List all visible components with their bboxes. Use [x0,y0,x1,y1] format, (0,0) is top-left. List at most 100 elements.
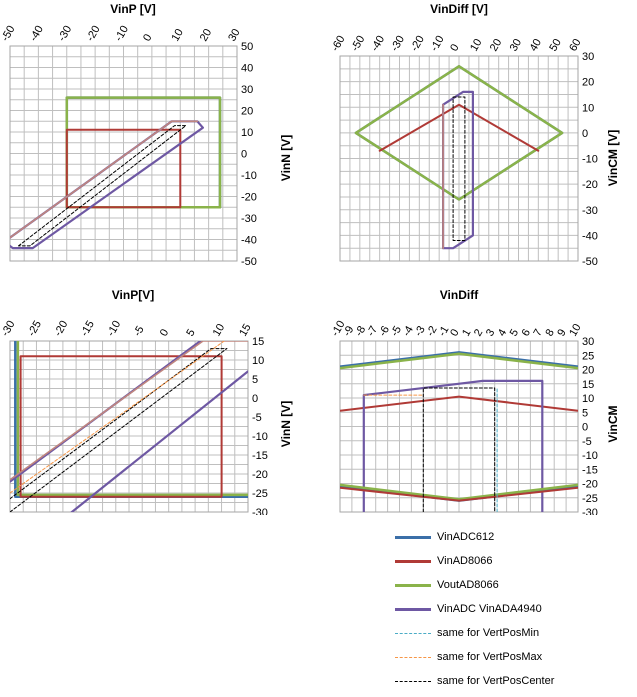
plot-area [9,45,238,262]
x-tick-label: 10 [211,322,228,339]
y-tick-label: 0 [582,422,588,434]
series-line [354,65,564,201]
x-tick-label: 10 [169,27,186,44]
legend-item: same for VertPosMin [395,621,625,645]
y-tick-label: -20 [252,469,268,481]
chart1-x-tick-labels: -50 -40 -30 -20 -10 0 10 20 30 [0,24,243,44]
x-tick-label: 3 [484,327,497,338]
y-tick-label: -50 [241,256,257,268]
chart-vinp-vinn: VinP [V] -50 -40 -30 -20 -10 0 10 20 30 -50 -40 -3… [0,2,293,268]
y-tick-label: -30 [252,507,268,515]
y-tick-label: -25 [582,493,598,505]
y-tick-label: -15 [582,464,598,476]
y-tick-label: 0 [252,393,258,405]
x-tick-label: -10 [113,24,131,44]
y-tick-label: -25 [252,488,268,500]
y-tick-label: 30 [582,51,594,63]
y-tick-label: -10 [582,450,598,462]
series-line [65,128,182,209]
legend-item: same for VertPosCenter [395,669,625,693]
x-tick-label: -10 [105,319,123,339]
chart2-title: VinDiff [V] [430,2,488,16]
x-tick-label: -10 [428,34,446,54]
legend-label: same for VertPosMin [437,627,540,639]
y-tick-label: 10 [582,102,594,114]
legend-swatch [395,583,431,587]
x-tick-label: 8 [543,327,556,338]
series-line [16,341,248,497]
chart4-y-tick-labels: -30 -25 -20 -15 -10 -5 0 5 10 15 20 25 30 [582,336,598,515]
plot-area [339,340,579,513]
plot-area [9,340,249,513]
y-tick-label: 5 [252,374,258,386]
y-tick-label: 25 [582,350,594,362]
y-tick-label: 0 [241,149,247,161]
chart1-y-axis-label: VinN [V] [279,135,293,181]
x-tick-label: -15 [79,319,97,339]
x-tick-label: -50 [349,34,367,54]
x-tick-label: -5 [131,324,146,338]
series-line [14,341,248,499]
legend-item: VinADC612 [395,525,625,549]
chart4-grid [339,340,579,513]
x-tick-label: 60 [567,37,584,54]
y-tick-label: 10 [582,393,594,405]
series-line [10,341,248,481]
x-tick-label: 50 [547,37,564,54]
y-tick-label: -10 [241,170,257,182]
x-tick-label: 7 [532,327,545,338]
plot-area [339,55,579,262]
legend: VinADC612 VinAD8066 VoutAD8066 VinADC VinAD… [395,525,625,693]
chart2-x-tick-labels: -60 -50 -40 -30 -20 -10 0 10 20 30 40 50 60 [329,34,584,54]
legend-swatch [395,607,431,611]
y-tick-label: -30 [241,213,257,225]
y-tick-label: -30 [582,507,598,515]
legend-label: VinADC612 [437,531,495,543]
series-line [10,120,199,239]
x-tick-label: -50 [0,24,18,44]
y-tick-label: 0 [582,128,588,140]
legend-label: VoutAD8066 [437,579,499,591]
chart4-y-axis-label: VinCM [606,405,620,442]
y-tick-label: -10 [582,154,598,166]
chart3-series [10,341,248,512]
y-tick-label: 30 [582,336,594,348]
y-tick-label: -40 [241,235,257,247]
x-tick-label: 0 [448,327,461,338]
y-tick-label: 5 [582,407,588,419]
series-line [19,355,223,498]
chart3-title: VinP[V] [112,288,154,302]
chart1-grid [9,45,238,262]
chart-vinp-vinn-zoom: VinP[V] -30 -25 -20 -15 -10 -5 0 5 10 15 -30 -25 -2… [0,288,293,515]
series-line [340,352,578,370]
x-tick-label: 40 [528,37,545,54]
x-tick-label: 6 [520,327,533,338]
x-tick-label: 10 [567,322,584,339]
y-tick-label: -50 [582,256,598,268]
chart1-y-tick-labels: -50 -40 -30 -20 -10 0 10 20 30 40 50 [241,41,257,268]
x-tick-label: -20 [52,319,70,339]
series-line [10,341,225,494]
series-line [18,125,187,247]
x-tick-label: 10 [468,37,485,54]
x-tick-label: 15 [237,322,254,339]
x-tick-label: 0 [448,42,461,53]
x-tick-label: 0 [141,32,154,43]
y-tick-label: -20 [241,192,257,204]
y-tick-label: 50 [241,41,253,53]
x-tick-label: 2 [472,327,485,338]
x-tick-label: 9 [555,327,568,338]
series-line [10,348,228,512]
x-tick-label: 20 [488,37,505,54]
series-line [340,351,578,368]
series-line [340,486,578,502]
chart3-y-axis-label: VinN [V] [279,401,293,447]
y-tick-label: 20 [582,77,594,89]
y-tick-label: 15 [252,336,264,348]
x-tick-label: 5 [184,327,197,338]
series-line [340,483,578,501]
y-tick-label: 40 [241,63,253,75]
legend-label: VinADC VinADA4940 [437,603,542,615]
x-tick-label: -30 [389,34,407,54]
